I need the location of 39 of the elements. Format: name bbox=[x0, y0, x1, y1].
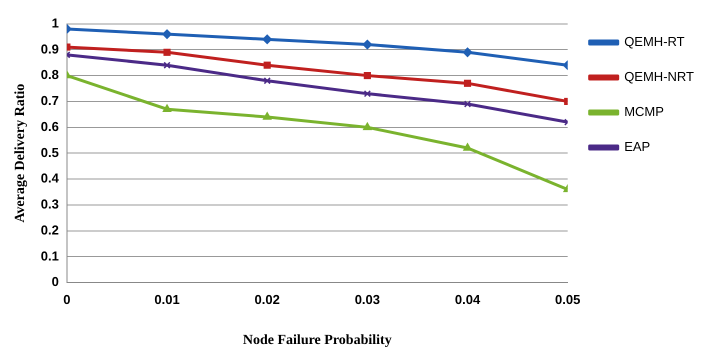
y-tick-label: 0.3 bbox=[40, 196, 59, 212]
y-tick-label: 0.4 bbox=[40, 170, 60, 186]
x-tick-label: 0.02 bbox=[254, 292, 280, 307]
x-axis-title: Node Failure Probability bbox=[242, 333, 392, 348]
y-tick-label: 0 bbox=[52, 274, 59, 290]
point bbox=[463, 143, 472, 151]
y-tick-label: 0.1 bbox=[40, 248, 59, 264]
y-tick-label: 0.7 bbox=[40, 93, 59, 108]
point bbox=[462, 48, 472, 58]
y-tick-label: 0.9 bbox=[40, 41, 59, 56]
point bbox=[364, 72, 371, 80]
y-tick-label: 0.5 bbox=[40, 144, 59, 160]
point bbox=[264, 77, 271, 84]
point bbox=[363, 122, 372, 130]
x-tick-label: 0.04 bbox=[454, 292, 481, 307]
y-tick-label: 0.2 bbox=[40, 222, 59, 238]
point bbox=[364, 90, 371, 98]
point bbox=[262, 112, 272, 120]
y-tick-label: 1 bbox=[52, 15, 59, 30]
point bbox=[262, 34, 272, 44]
y-tick-label: 0.6 bbox=[40, 118, 59, 134]
x-tick-label: 0.03 bbox=[354, 292, 380, 307]
point bbox=[264, 62, 271, 69]
legend-label: MCMP bbox=[624, 104, 664, 120]
point bbox=[464, 100, 472, 108]
point bbox=[162, 104, 172, 112]
x-tick-label: 0 bbox=[63, 292, 70, 307]
x-tick-label: 0.05 bbox=[555, 292, 580, 307]
y-axis-title: Average Delivery Ratio bbox=[13, 84, 28, 223]
x-tick-label: 0.01 bbox=[154, 292, 180, 307]
point bbox=[464, 80, 472, 87]
point bbox=[162, 29, 172, 39]
legend-label: QEMH-RT bbox=[624, 34, 685, 50]
y-tick-label: 0.8 bbox=[40, 67, 59, 82]
point bbox=[163, 48, 171, 56]
legend-label: EAP bbox=[624, 139, 650, 154]
point bbox=[163, 62, 171, 69]
legend-label: QEMH-NRT bbox=[624, 69, 694, 84]
point bbox=[362, 40, 372, 50]
